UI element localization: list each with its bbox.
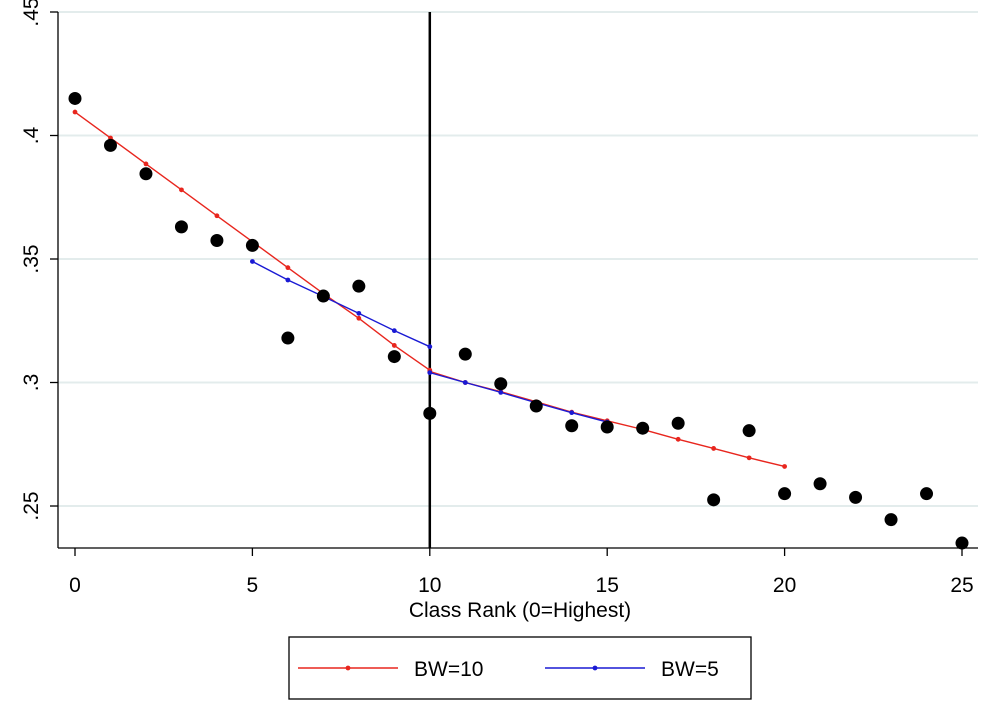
series-line (252, 260, 431, 348)
series-line (429, 371, 608, 423)
data-point (636, 421, 650, 435)
y-tick-label: .25 (20, 491, 43, 520)
data-point (600, 420, 614, 434)
series-marker (746, 455, 752, 461)
series-marker (391, 328, 397, 334)
series-marker (675, 436, 681, 442)
scatter-points (68, 91, 969, 550)
data-point (529, 399, 543, 413)
legend-label: BW=5 (661, 658, 719, 681)
legend-marker (345, 665, 351, 671)
data-point (139, 167, 153, 181)
data-point (458, 347, 472, 361)
series-marker (356, 310, 362, 316)
series-marker (569, 410, 575, 416)
grid-lines (58, 11, 978, 508)
series-marker (498, 389, 504, 395)
series-marker (250, 259, 255, 264)
data-point (68, 91, 82, 105)
data-point (174, 220, 188, 234)
axes: .25 .3 .35 .4 .45 0 5 10 15 20 25 (20, 0, 978, 597)
legend: BW=10 BW=5 (288, 636, 752, 700)
data-point (920, 487, 934, 501)
x-tick-label: 0 (69, 574, 81, 597)
series-marker (72, 109, 78, 115)
x-tick-label: 20 (773, 574, 796, 597)
series-marker (711, 446, 717, 451)
data-point (565, 419, 579, 433)
data-point (813, 477, 827, 491)
data-point (352, 279, 366, 293)
data-point (742, 424, 756, 438)
series-marker (427, 370, 433, 376)
series-marker (462, 380, 468, 385)
series-marker (285, 277, 291, 283)
data-point (849, 490, 863, 504)
data-point (103, 138, 117, 152)
data-point (494, 377, 508, 391)
data-point (387, 350, 401, 364)
series-marker (782, 464, 787, 469)
data-point (245, 238, 259, 252)
y-tick-label: .4 (20, 126, 43, 144)
series-marker (214, 213, 220, 219)
data-point (423, 406, 437, 420)
x-axis-label: Class Rank (0=Highest) (409, 599, 631, 622)
data-point (778, 487, 792, 501)
series-marker (391, 343, 397, 348)
legend-marker (592, 665, 598, 671)
series-marker (285, 265, 291, 271)
x-tick-label: 5 (247, 574, 259, 597)
x-tick-label: 10 (418, 574, 441, 597)
data-point (316, 289, 330, 303)
series-marker (179, 187, 184, 193)
data-point (955, 536, 969, 550)
data-point (884, 513, 898, 527)
series-marker (143, 161, 149, 167)
legend-label: BW=10 (414, 658, 483, 681)
y-tick-label: .35 (20, 244, 43, 273)
data-point (707, 493, 721, 507)
x-tick-label: 25 (950, 574, 973, 597)
y-tick-label: .3 (20, 374, 43, 392)
x-tick-label: 15 (596, 574, 619, 597)
y-tick-label: .45 (20, 0, 43, 27)
data-point (281, 331, 295, 345)
data-point (210, 233, 224, 247)
series-marker (427, 344, 433, 350)
data-point (671, 416, 685, 430)
series-marker (356, 315, 362, 321)
